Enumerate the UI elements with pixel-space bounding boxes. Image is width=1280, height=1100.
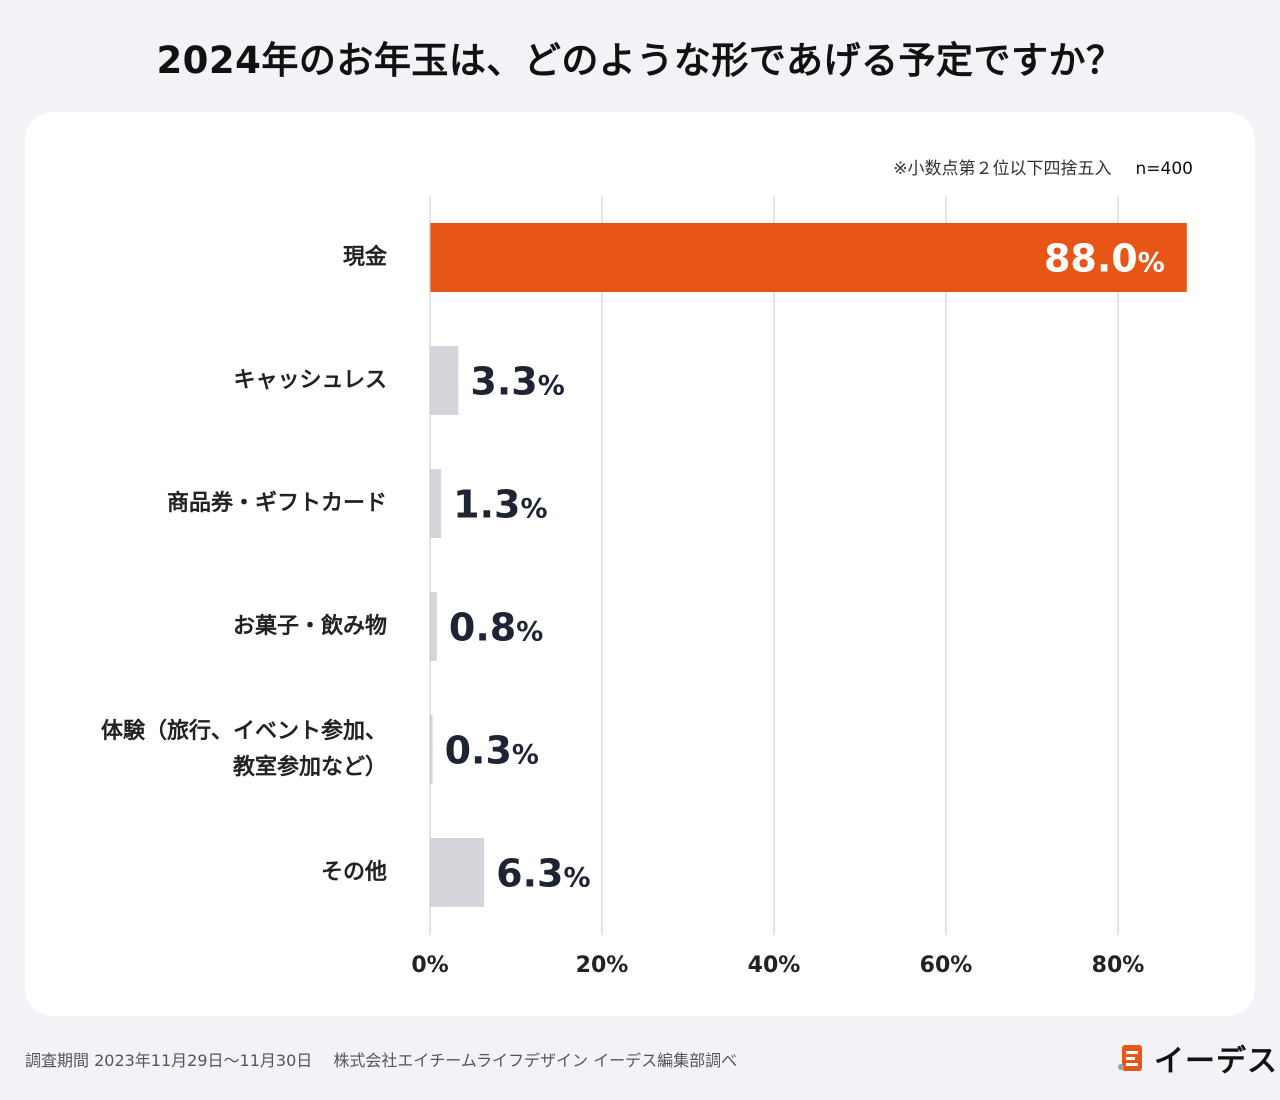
category-label-line: 商品券・ギフトカード: [166, 490, 387, 516]
value-label: 1.3%: [453, 483, 547, 527]
category-label-line: キャッシュレス: [233, 367, 387, 393]
chart-note: ※小数点第２位以下四捨五入 n=400: [893, 154, 1193, 179]
logo-text: イーデス: [1154, 1044, 1278, 1079]
logo-mascot-icon: [1118, 1043, 1146, 1073]
bar: [430, 838, 485, 907]
x-tick-label: 80%: [1092, 953, 1145, 978]
category-label: その他: [321, 855, 387, 891]
sample-size: n=400: [1135, 159, 1193, 179]
category-label-line: その他: [320, 859, 387, 885]
category-label: お菓子・飲み物: [233, 609, 387, 645]
bar: [430, 715, 433, 784]
category-label-line: 現金: [342, 244, 387, 270]
rounding-note: ※小数点第２位以下四捨五入: [893, 159, 1112, 179]
chart-title: 2024年のお年玉は、どのような形であげる予定ですか？: [156, 39, 1124, 82]
bar: [430, 592, 437, 661]
x-tick-label: 0%: [411, 953, 448, 978]
value-label: 6.3%: [496, 852, 590, 896]
bar: [430, 223, 1187, 292]
x-tick-label: 60%: [920, 953, 973, 978]
category-label: 商品券・ギフトカード: [167, 486, 387, 522]
category-label-line: お菓子・飲み物: [232, 613, 387, 639]
category-label-line: 教室参加など）: [232, 754, 387, 780]
value-label: 3.3%: [470, 360, 564, 404]
category-label-line: 体験（旅行、イベント参加、: [100, 718, 387, 744]
category-label: 体験（旅行、イベント参加、教室参加など）: [101, 714, 387, 786]
value-label: 0.3%: [445, 729, 539, 773]
value-label: 88.0%: [1044, 237, 1165, 281]
brand-logo: イーデス: [1118, 1040, 1278, 1079]
x-tick-label: 40%: [748, 953, 801, 978]
survey-footer: 調査期間 2023年11月29日〜11月30日 株式会社エイチームライフデザイン…: [25, 1051, 738, 1070]
bar: [430, 346, 459, 415]
category-label: キャッシュレス: [233, 363, 387, 399]
x-tick-label: 20%: [576, 953, 629, 978]
bar: [430, 469, 442, 538]
value-label: 0.8%: [449, 606, 543, 650]
category-label: 現金: [343, 240, 387, 276]
